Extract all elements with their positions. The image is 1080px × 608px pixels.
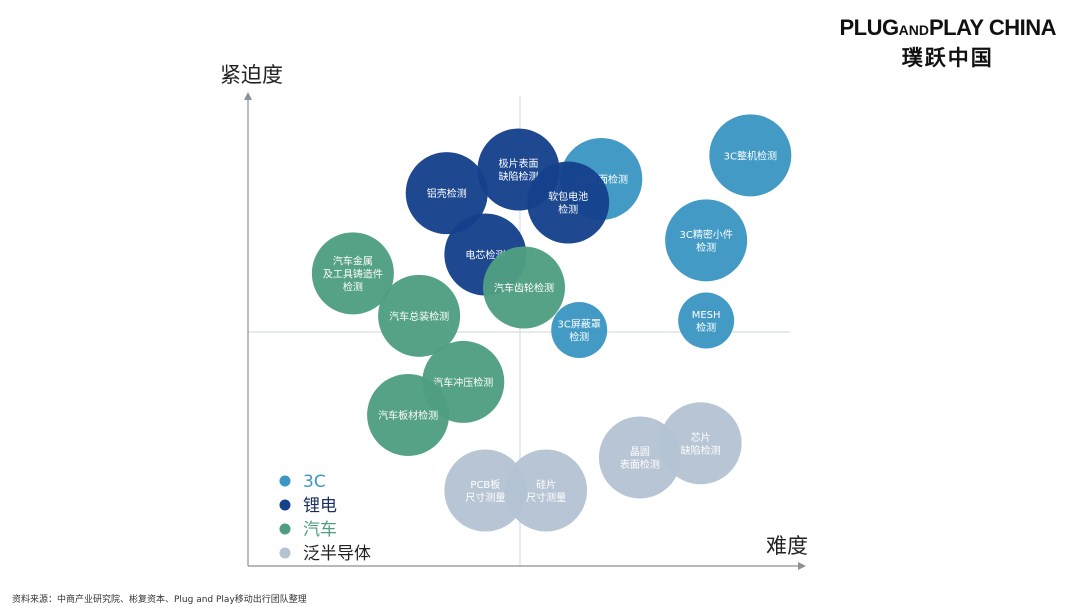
bubble-2-1: 汽车齿轮检测 (483, 246, 565, 329)
bubble-label: 汽车齿轮检测 (494, 282, 554, 295)
bubble-label: 缺陷检测 (681, 444, 721, 457)
y-axis-title: 紧迫度 (220, 63, 283, 87)
brand-logo-cn: 璞跃中国 (901, 46, 994, 70)
bubble-circle (483, 246, 565, 329)
bubble-2-4: 汽车板材检测 (367, 373, 450, 456)
bubble-label: MESH (692, 310, 721, 321)
bubble-label: 软包电池 (548, 190, 588, 203)
bubble-circle (665, 199, 748, 282)
bubble-label: 3C屏蔽罩 (558, 319, 601, 331)
legend-label: 锂电 (303, 496, 337, 516)
brand-logo: PLUGANDPLAY CHINA 璞跃中国 (839, 14, 1056, 72)
bubble-label: 表面检测 (620, 458, 660, 471)
bubble-circle (311, 232, 394, 315)
bubble-circle (659, 402, 742, 485)
y-axis-arrow (244, 92, 252, 100)
bubble-label: 检测 (558, 203, 578, 216)
bubble-label: 检测 (696, 241, 716, 254)
bubble-circle (444, 449, 527, 532)
brand-word-and: AND (898, 22, 929, 38)
bubble-label: 汽车金属 (333, 254, 373, 267)
legend-marker (279, 499, 291, 511)
bubble-label: 汽车板材检测 (378, 409, 438, 422)
bubble-label: 检测 (343, 280, 363, 293)
legend-item-3: 泛半导体 (279, 544, 371, 564)
bubble-label: 检测 (696, 321, 716, 334)
bubble-label: 汽车冲压检测 (433, 376, 493, 389)
source-note: 资料来源：中商产业研究院、彬复资本、Plug and Play移动出行团队整理 (12, 595, 307, 605)
bubble-label: PCB板 (470, 478, 500, 491)
bubble-label: 尺寸测量 (465, 491, 505, 504)
bubble-label: 3C整机检测 (724, 149, 777, 162)
legend-item-0: 3C (279, 472, 326, 492)
bubble-circle (378, 274, 461, 357)
chart-bubbles: 3C镜面检测3C整机检测3C精密小件检测MESH检测3C屏蔽罩检测铝壳检测极片表… (311, 114, 792, 532)
bubble-circle (709, 114, 792, 197)
bubble-2-2: 汽车总装检测 (378, 274, 461, 357)
bubble-circle (405, 152, 488, 235)
legend-marker (279, 475, 291, 487)
bubble-label: 汽车总装检测 (389, 310, 449, 323)
bubble-circle (527, 161, 610, 244)
legend-marker (279, 547, 291, 559)
brand-word-play-china: PLAY CHINA (928, 15, 1057, 40)
legend-label: 汽车 (303, 520, 337, 540)
legend-marker (279, 523, 291, 535)
bubble-label: 检测 (569, 331, 589, 344)
bubble-circle (505, 449, 588, 532)
bubble-label: 及工具铸造件 (323, 267, 383, 280)
bubble-circle (551, 302, 608, 358)
bubble-label: 芯片 (691, 431, 711, 444)
legend-label: 泛半导体 (303, 544, 371, 564)
bubble-label: 尺寸测量 (526, 491, 566, 504)
legend-item-1: 锂电 (279, 496, 337, 516)
legend-item-2: 汽车 (279, 520, 337, 540)
bubble-circle (367, 373, 450, 456)
bubble-label: 3C精密小件 (679, 228, 732, 241)
x-axis-title: 难度 (766, 534, 808, 558)
bubble-label: 铝壳检测 (427, 187, 467, 200)
bubble-label: 极片表面 (498, 157, 538, 170)
bubble-label: 晶圆 (630, 446, 650, 458)
bubble-label: 缺陷检测 (498, 170, 538, 183)
bubble-label: 硅片 (536, 478, 556, 491)
bubble-1-0: 铝壳检测 (405, 152, 488, 235)
bubble-0-1: 3C整机检测 (709, 114, 792, 197)
bubble-circle (678, 292, 735, 349)
x-axis-arrow (798, 562, 806, 570)
legend-label: 3C (303, 472, 326, 492)
brand-word-plug: PLUG (839, 15, 899, 40)
brand-logo-en: PLUGANDPLAY CHINA (839, 14, 1056, 44)
